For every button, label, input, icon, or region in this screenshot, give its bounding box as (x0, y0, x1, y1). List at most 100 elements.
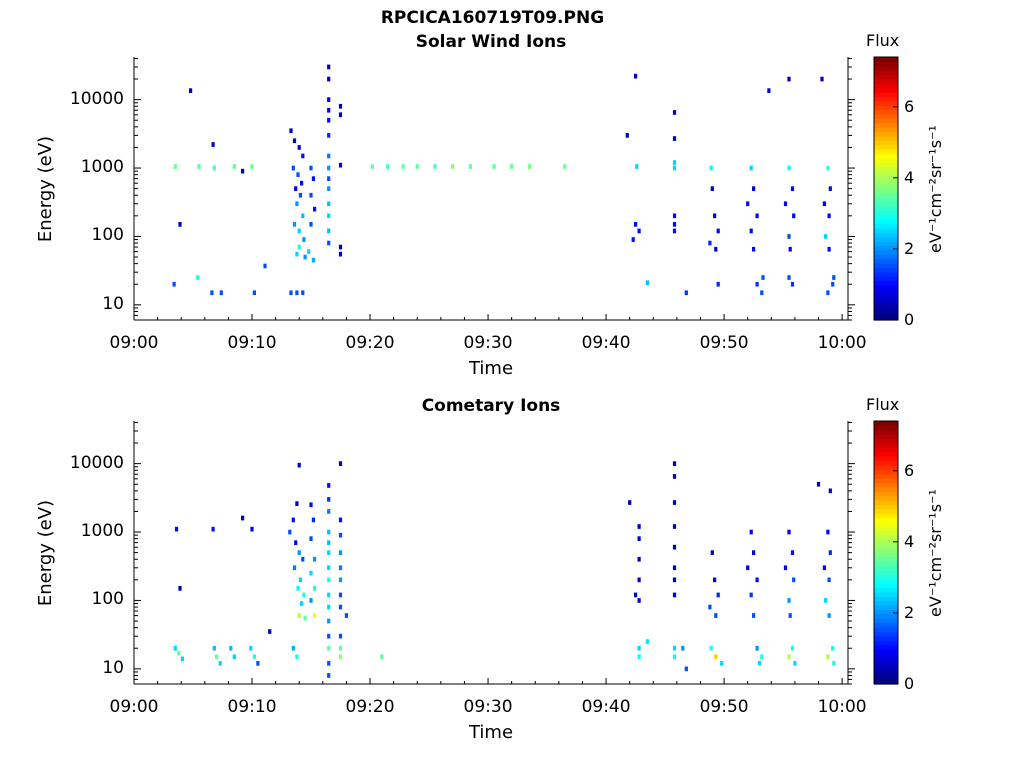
colorbar-label: Flux (866, 395, 900, 414)
colorbar-segment (874, 486, 898, 492)
data-cell (672, 136, 677, 141)
data-cell (713, 213, 717, 219)
data-cell (309, 192, 313, 198)
data-cell (338, 592, 343, 598)
data-cell (625, 133, 629, 138)
data-cell (828, 488, 832, 494)
colorbar-segment (874, 100, 898, 106)
data-cell (790, 550, 795, 555)
data-cell (327, 64, 331, 70)
y-tick-label: 100 (91, 589, 124, 610)
data-cell (268, 629, 272, 634)
data-cell (298, 577, 302, 583)
data-cell (832, 275, 836, 280)
data-cell (637, 577, 641, 583)
data-cell (716, 281, 720, 287)
data-cell (297, 228, 301, 234)
data-cell (297, 550, 301, 555)
data-cell (749, 592, 753, 598)
x-tick-label: 09:10 (227, 333, 277, 353)
colorbar-segment (874, 635, 898, 641)
data-cell (631, 237, 635, 242)
x-tick-label: 09:30 (463, 333, 513, 353)
colorbar-segment (874, 289, 898, 295)
data-cell (313, 206, 317, 212)
data-cell (301, 290, 305, 296)
colorbar-segment (874, 122, 898, 128)
colorbar-segment (874, 513, 898, 518)
data-cell (338, 112, 343, 118)
data-cell (820, 76, 824, 82)
colorbar-segment (874, 425, 898, 431)
data-cell (510, 164, 514, 169)
colorbar-segment (874, 127, 898, 133)
data-cell (250, 526, 254, 532)
data-cell (824, 234, 828, 239)
data-cell (173, 164, 177, 169)
data-cell (256, 661, 260, 666)
data-cell (250, 164, 254, 169)
y-tick-label: 10000 (69, 88, 124, 109)
data-cell (826, 165, 830, 171)
data-cell (309, 536, 313, 541)
x-tick-label: 10:00 (817, 333, 867, 353)
data-cell (783, 201, 788, 207)
colorbar-segment (874, 596, 898, 602)
data-cell (327, 176, 331, 181)
colorbar-segment (874, 478, 898, 483)
colorbar-tick-label: 2 (904, 238, 915, 258)
colorbar-segment (874, 192, 898, 198)
data-cell (291, 645, 295, 651)
data-cell (749, 228, 753, 234)
data-cell (295, 501, 299, 506)
data-cell (173, 645, 177, 651)
data-cell (492, 164, 496, 169)
data-cell (468, 164, 472, 169)
colorbar-segment (874, 565, 898, 571)
data-cell (295, 201, 299, 207)
data-cell (327, 645, 331, 651)
data-cell (672, 213, 677, 219)
colorbar-segment (874, 662, 898, 668)
data-cell (749, 529, 753, 535)
data-cell (303, 615, 307, 621)
data-cell (827, 577, 831, 583)
colorbar-segment (874, 78, 898, 84)
data-cell (415, 164, 419, 169)
colorbar-segment (874, 166, 898, 172)
data-cell (291, 165, 295, 171)
data-cell (180, 656, 184, 662)
data-cell (344, 613, 348, 618)
x-tick-label: 09:50 (699, 333, 749, 353)
colorbar-segment (874, 460, 898, 466)
data-cell (295, 251, 299, 257)
colorbar-segment (874, 206, 898, 211)
data-cell (219, 290, 223, 296)
data-cell (212, 165, 216, 171)
data-cell (300, 601, 304, 606)
colorbar-segment (874, 219, 898, 225)
colorbar-segment (874, 293, 898, 299)
data-cell (297, 613, 301, 618)
colorbar-segment (874, 184, 898, 190)
data-cell (788, 246, 792, 252)
data-cell (297, 145, 301, 150)
colorbar-segment (874, 421, 898, 426)
data-cell (828, 186, 832, 191)
data-cell (327, 483, 331, 488)
data-cell (338, 550, 343, 555)
colorbar-segment (874, 263, 898, 268)
colorbar-segment (874, 144, 898, 150)
data-cell (831, 281, 835, 287)
colorbar-segment (874, 258, 898, 264)
colorbar-segment (874, 162, 898, 168)
colorbar-segment (874, 644, 898, 650)
colorbar-segment (874, 578, 898, 584)
y-tick-label: 10 (102, 657, 124, 678)
data-cell (252, 654, 256, 660)
data-cell (716, 228, 720, 234)
colorbar-segment (874, 434, 898, 440)
colorbar-tick-label: 0 (904, 310, 915, 329)
colorbar-segment (874, 526, 898, 532)
x-tick-label: 09:20 (345, 697, 395, 717)
